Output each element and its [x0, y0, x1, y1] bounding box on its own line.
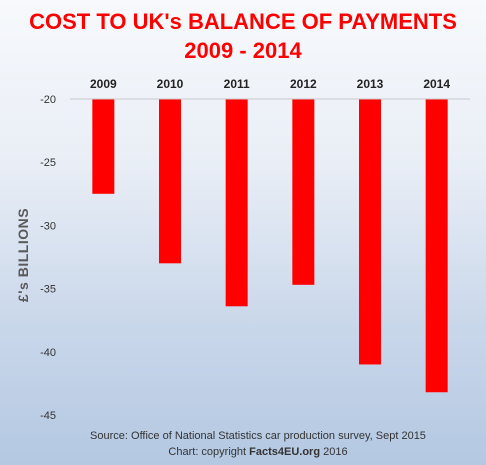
y-tick-label: -35: [40, 284, 56, 296]
copyright-prefix: Chart: copyright: [168, 446, 250, 458]
bar-2010: [159, 99, 181, 264]
y-axis-label: £'s BILLIONS: [15, 207, 31, 303]
x-tick-label-2010: 2010: [157, 77, 184, 91]
bar-2011: [225, 99, 248, 307]
copyright-brand: Facts4EU.org: [249, 446, 321, 458]
y-tick-label: -45: [40, 410, 56, 422]
y-tick-label: -30: [40, 220, 56, 232]
chart-title: COST TO UK's BALANCE OF PAYMENTS: [29, 9, 457, 34]
x-tick-label-2014: 2014: [423, 77, 450, 91]
x-tick-label-2011: 2011: [224, 77, 250, 91]
copyright-suffix: 2016: [320, 446, 348, 458]
x-tick-label-2009: 2009: [90, 77, 117, 91]
bar-2012: [292, 99, 315, 285]
bar-2014: [425, 99, 448, 393]
y-tick-label: -20: [40, 94, 56, 106]
source-note: Source: Office of National Statistics ca…: [90, 430, 426, 442]
x-tick-label-2013: 2013: [357, 77, 384, 91]
bar-2013: [359, 99, 381, 365]
x-tick-label-2012: 2012: [290, 77, 317, 91]
chart-subtitle: 2009 - 2014: [184, 38, 302, 63]
copyright-note: Chart: copyright Facts4EU.org 2016: [28, 445, 486, 460]
y-tick-label: -40: [40, 347, 56, 359]
bar-2009: [92, 99, 115, 194]
y-tick-label: -25: [40, 157, 56, 169]
